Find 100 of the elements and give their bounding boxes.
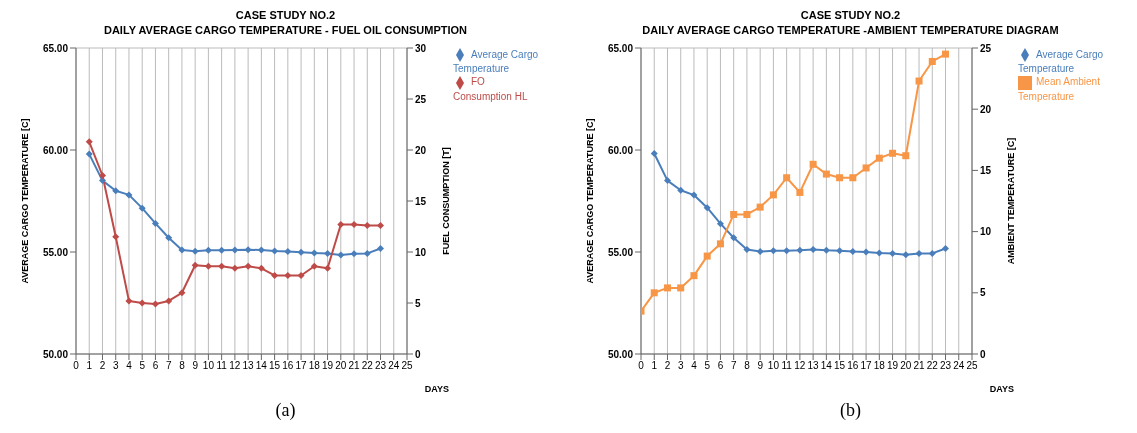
point xyxy=(677,284,685,292)
x-tick-label: 25 xyxy=(966,360,978,372)
y2-tick-label: 0 xyxy=(980,348,986,360)
x-tick-label: 17 xyxy=(295,360,308,372)
point xyxy=(284,248,292,256)
x-tick-label: 1 xyxy=(651,360,658,372)
point xyxy=(889,249,897,257)
point xyxy=(690,191,698,199)
point xyxy=(928,249,936,257)
point xyxy=(324,249,332,257)
x-tick-label: 6 xyxy=(717,360,724,372)
point xyxy=(836,174,844,182)
y2-tick-label: 10 xyxy=(980,226,992,238)
point xyxy=(151,300,159,308)
point xyxy=(915,77,923,85)
x-tick-label: 23 xyxy=(939,360,952,372)
point xyxy=(902,152,910,160)
x-tick-label: 15 xyxy=(269,360,281,372)
point xyxy=(730,234,738,242)
y2-tick-label: 25 xyxy=(980,42,992,54)
y-tick-label: 50.00 xyxy=(42,348,69,360)
point xyxy=(703,252,711,260)
point xyxy=(310,262,318,270)
x-tick-label: 24 xyxy=(388,360,400,372)
legend-label: Average Cargo Temperature xyxy=(1018,49,1104,75)
legend-label: Mean Ambient Temperature xyxy=(1018,76,1100,102)
x-tick-label: 8 xyxy=(744,360,751,372)
point xyxy=(822,170,830,178)
chart-title: CASE STUDY NO.2 xyxy=(799,8,902,23)
point xyxy=(350,250,358,258)
text: (a) xyxy=(274,400,297,421)
chart-title: CASE STUDY NO.2 xyxy=(234,8,337,23)
point xyxy=(822,246,830,254)
point xyxy=(743,210,751,218)
x-tick-label: 3 xyxy=(112,360,119,372)
x-tick-label: 2 xyxy=(99,360,106,372)
point xyxy=(663,177,671,185)
point xyxy=(284,271,292,279)
y-tick-label: 65.00 xyxy=(607,42,634,54)
point xyxy=(218,262,226,270)
point xyxy=(862,248,870,256)
point xyxy=(942,50,950,58)
point xyxy=(165,297,173,305)
y2-tick-label: 20 xyxy=(980,103,992,115)
x-tick-label: 18 xyxy=(873,360,886,372)
point xyxy=(98,172,106,179)
point xyxy=(677,186,685,194)
x-tick-label: 14 xyxy=(255,360,268,372)
y-tick-label: 60.00 xyxy=(607,144,634,156)
point xyxy=(257,246,265,254)
y-tick-label: 60.00 xyxy=(42,144,69,156)
y-tick-label: 65.00 xyxy=(42,42,69,54)
point xyxy=(138,204,146,212)
point xyxy=(875,154,883,162)
x-tick-label: 7 xyxy=(165,360,172,372)
point xyxy=(271,271,279,279)
x-tick-label: 2 xyxy=(664,360,671,372)
point xyxy=(796,188,804,196)
point xyxy=(650,149,658,157)
point xyxy=(650,289,658,297)
x-tick-label: 19 xyxy=(887,360,899,372)
point xyxy=(796,246,804,254)
y2-axis-title: FUEL CONSUMPTION [T] xyxy=(441,147,452,255)
point xyxy=(271,247,279,255)
point xyxy=(716,220,724,228)
x-tick-label: 5 xyxy=(704,360,711,372)
point xyxy=(783,247,791,255)
point xyxy=(756,203,764,211)
text: (b) xyxy=(839,400,862,421)
point xyxy=(350,220,358,228)
x-tick-label: 13 xyxy=(807,360,820,372)
point xyxy=(98,177,106,185)
x-tick-label: 24 xyxy=(953,360,965,372)
point xyxy=(690,272,698,280)
point xyxy=(125,191,133,199)
point xyxy=(191,247,199,255)
point xyxy=(244,246,252,254)
x-tick-label: 6 xyxy=(152,360,159,372)
x-tick-label: 13 xyxy=(242,360,255,372)
point xyxy=(257,264,265,272)
point xyxy=(112,187,120,195)
point xyxy=(204,262,212,270)
x-tick-label: 19 xyxy=(322,360,334,372)
x-axis-title: DAYS xyxy=(989,384,1014,394)
point xyxy=(191,261,199,269)
y2-tick-label: 5 xyxy=(415,297,421,309)
point xyxy=(849,248,857,256)
point xyxy=(849,174,857,182)
y2-tick-label: 15 xyxy=(980,164,992,176)
point xyxy=(942,245,950,253)
y2-tick-label: 30 xyxy=(415,42,427,54)
point xyxy=(743,246,751,254)
x-tick-label: 22 xyxy=(926,360,939,372)
point xyxy=(297,248,305,256)
x-tick-label: 12 xyxy=(794,360,806,372)
y2-tick-label: 20 xyxy=(415,144,427,156)
x-tick-label: 10 xyxy=(767,360,780,372)
point xyxy=(809,246,817,254)
x-tick-label: 4 xyxy=(691,360,698,372)
point xyxy=(730,210,738,218)
